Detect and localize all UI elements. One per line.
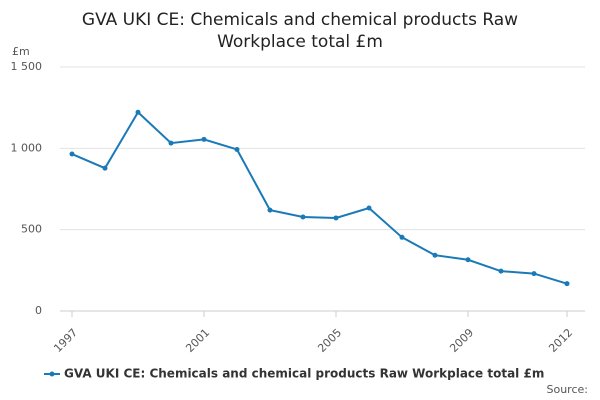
x-tick-label: 2012 — [546, 326, 575, 355]
y-unit: £m — [12, 45, 30, 58]
point — [135, 109, 141, 115]
chart-title: GVA UKI CE: Chemicals and chemical produ… — [82, 10, 518, 52]
point — [564, 281, 570, 287]
line — [71, 110, 568, 285]
point — [465, 257, 471, 263]
y-tick-label: 500 — [21, 223, 42, 236]
point — [102, 165, 108, 171]
point — [333, 215, 339, 221]
point — [498, 268, 504, 274]
x-tick-label: 2001 — [183, 326, 212, 355]
y-tick-label: 1 500 — [11, 60, 43, 73]
source: Source: — [547, 383, 589, 396]
point — [69, 151, 75, 157]
x-tick-label: 1997 — [51, 326, 80, 355]
point — [531, 271, 537, 277]
point — [267, 207, 273, 213]
x-tick-label: 2005 — [315, 326, 344, 355]
x-tick-label: 2009 — [447, 326, 476, 355]
point — [300, 214, 306, 220]
point — [201, 136, 207, 142]
point — [399, 234, 405, 240]
point — [234, 146, 240, 152]
point — [366, 205, 372, 211]
legend-label: GVA UKI CE: Chemicals and chemical produ… — [64, 367, 544, 381]
point — [168, 140, 174, 146]
point — [432, 252, 438, 258]
legend-marker — [49, 371, 55, 377]
y-tick-label: 1 000 — [11, 141, 43, 154]
y-tick-label: 0 — [35, 304, 42, 317]
